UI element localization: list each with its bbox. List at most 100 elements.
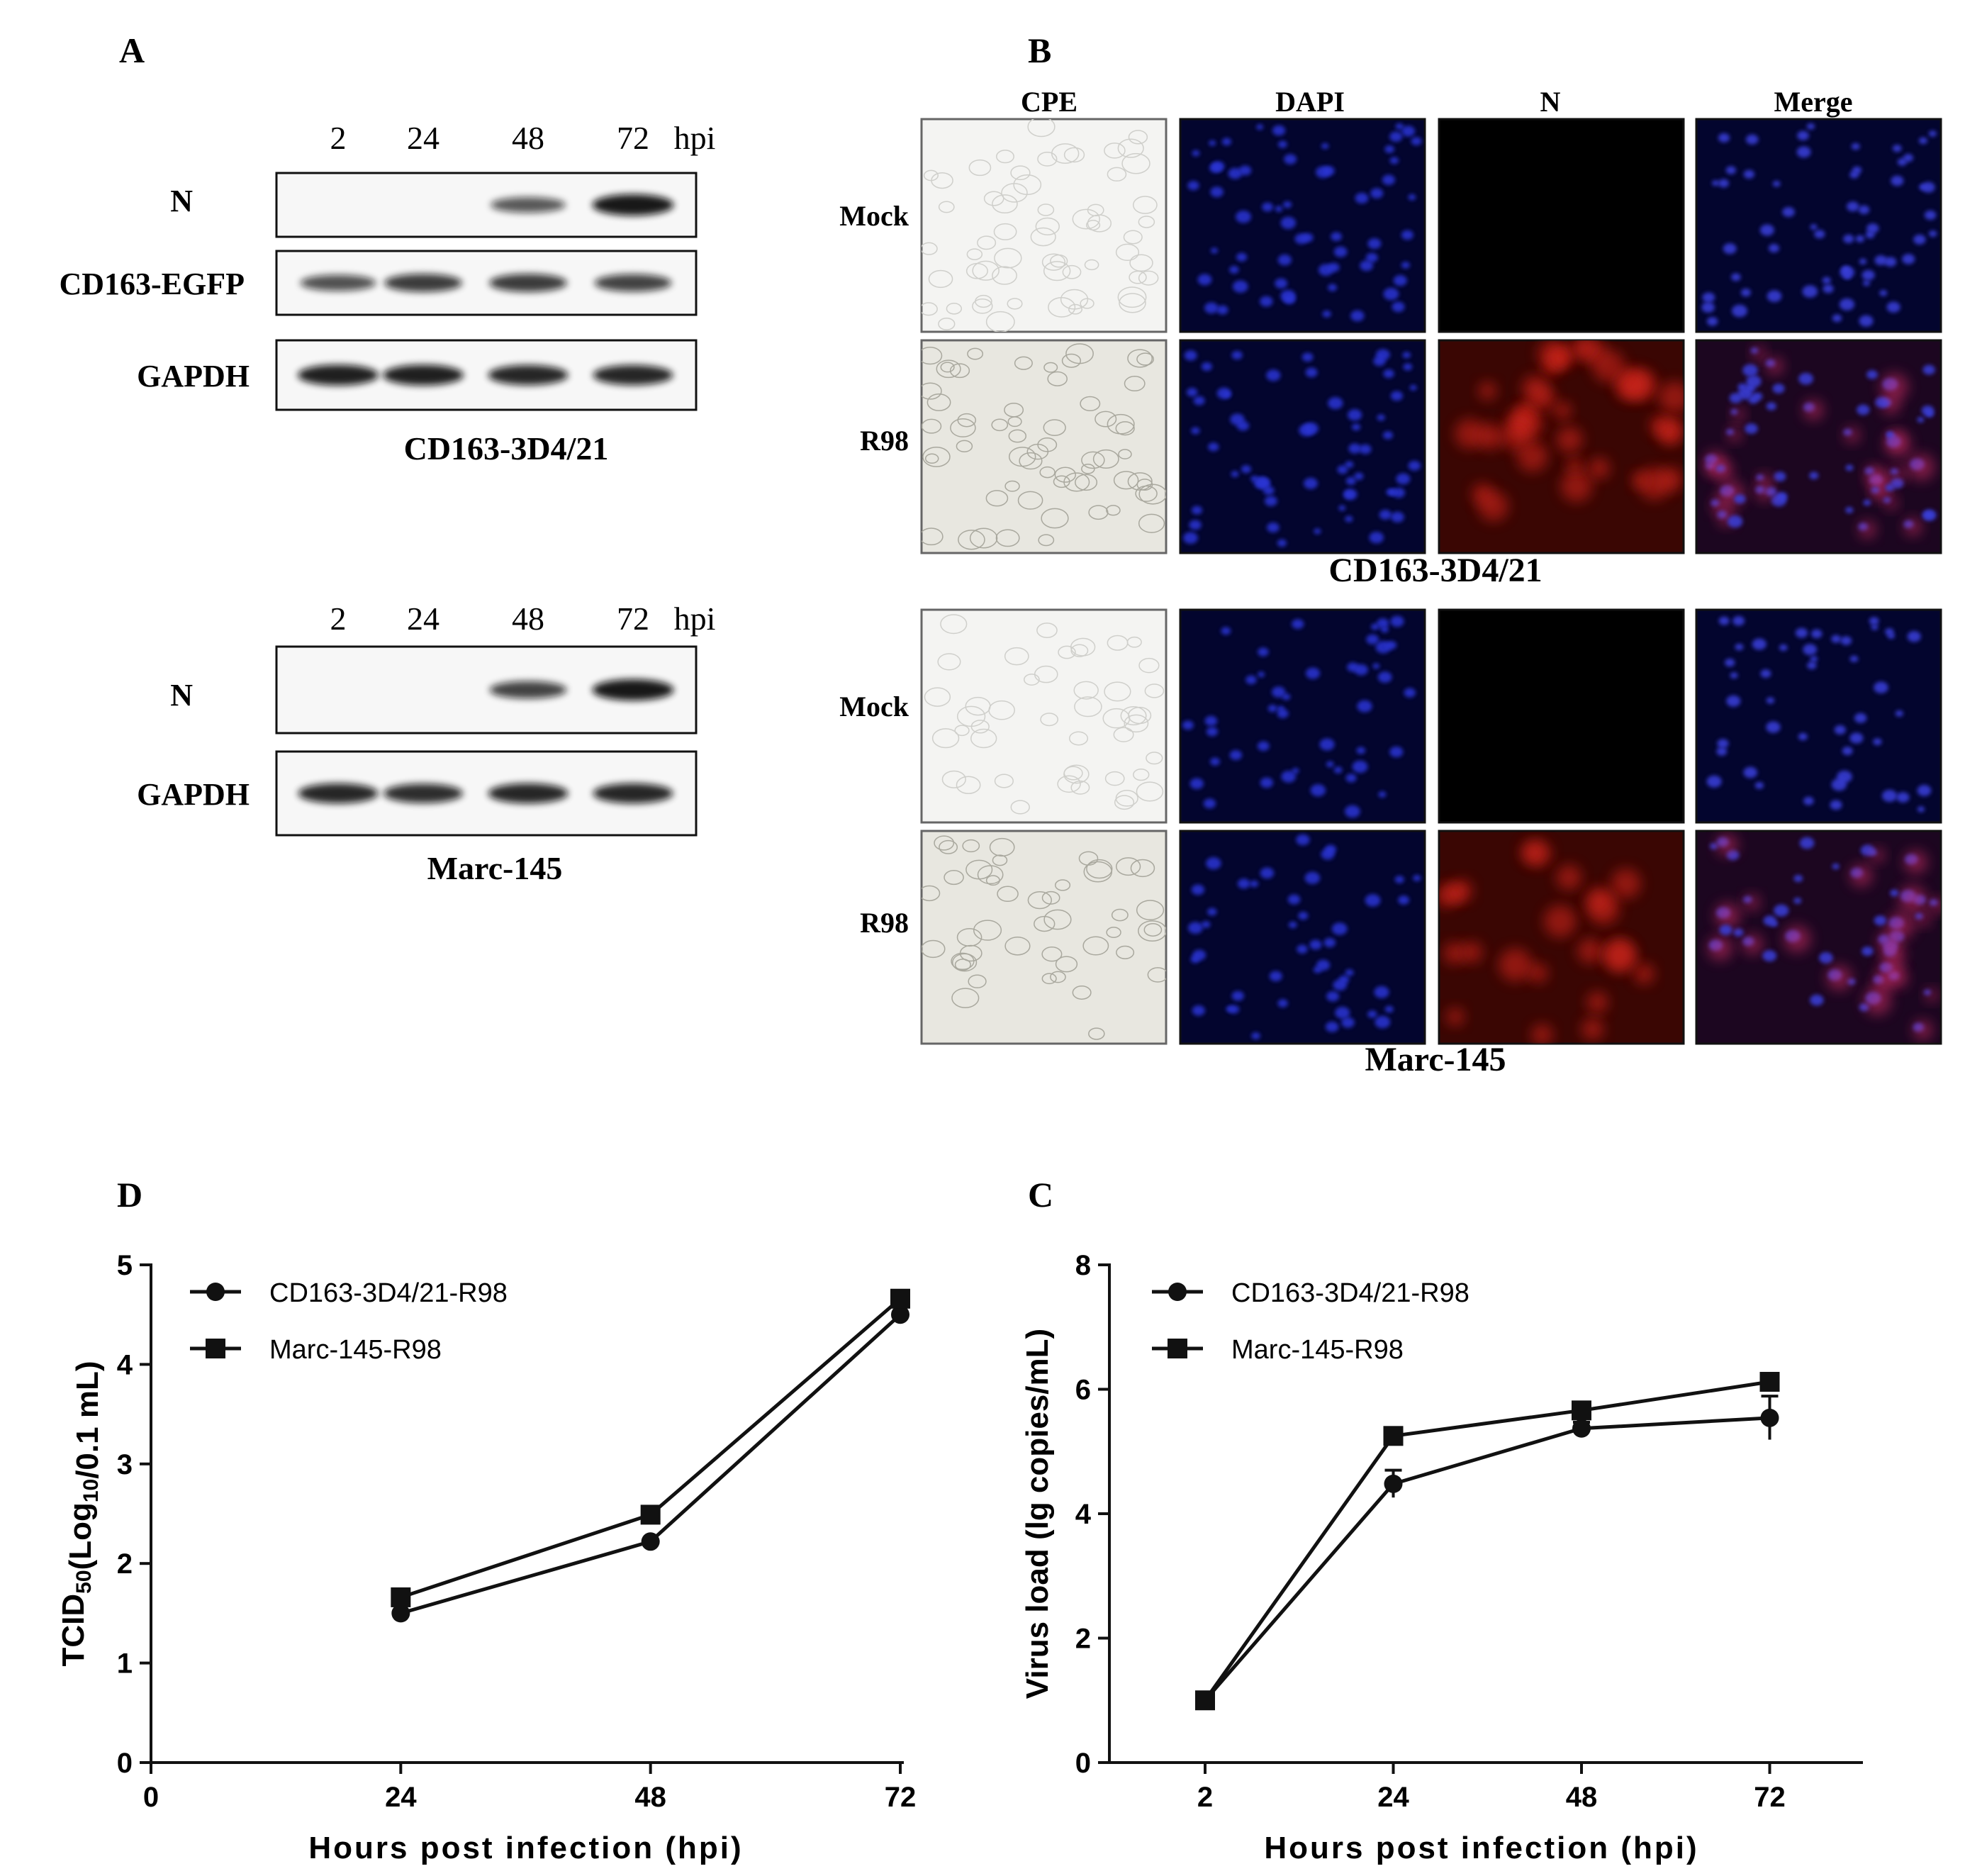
chart-d-y-axis-label: TCID50(Log10/0.1 mL): [56, 1361, 105, 1667]
chart-c-legend-label: CD163-3D4/21-R98: [1231, 1278, 1469, 1308]
column-header-n: N: [1540, 86, 1561, 118]
chart-c-x-axis-label: Hours post infection (hpi): [1264, 1831, 1698, 1865]
micrograph-cpe-row-4: [920, 830, 1168, 1045]
blot2-timepoint-24: 24: [407, 601, 440, 637]
blot1-caption: CD163-3D4/21: [404, 430, 609, 467]
micrograph-cpe-row-2: [920, 339, 1168, 554]
chart-d: 0 1 2 3 4 5 0 24 48 72 Hours post infection (hpi) T…: [56, 1250, 916, 1865]
chart-c-point-marc-145-r98: [1572, 1400, 1591, 1421]
blot2-timepoint-48: 48: [512, 601, 544, 637]
blot2-row-label-gapdh: GAPDH: [137, 777, 250, 812]
chart-d-series-cd163-3d4-21-r98: [391, 1305, 909, 1623]
micrograph-dapi-row-1: [1179, 118, 1426, 333]
chart-c-series-cd163-3d4-21-r98: [1196, 1395, 1779, 1710]
chart-d-ytick-label: 0: [117, 1748, 133, 1779]
column-header-cpe: CPE: [1021, 86, 1077, 118]
group-caption-marc145: Marc-145: [1365, 1041, 1506, 1078]
panel-letter-a: A: [119, 30, 145, 70]
micrograph-cpe-row-1: [920, 118, 1168, 333]
micrograph-n-row-1: [1438, 118, 1685, 333]
micrograph-merge-row-4: [1695, 830, 1942, 1045]
chart-c-xtick-label: 2: [1197, 1782, 1213, 1813]
chart-d-legend-label: Marc-145-R98: [269, 1335, 442, 1365]
chart-d-series-marc-145-r98: [391, 1288, 910, 1607]
micrograph-cpe-row-3: [920, 608, 1168, 824]
chart-d-point-cd163-3d4-21-r98: [891, 1305, 909, 1324]
micrograph-dapi-row-3: [1179, 608, 1426, 824]
blot1-band-cd163-egfp-lane-3: [489, 274, 567, 292]
panel-letter-b: B: [1028, 30, 1051, 70]
chart-d-legend-label: CD163-3D4/21-R98: [269, 1278, 508, 1308]
blot1-band-cd163-egfp-lane-4: [594, 274, 672, 292]
chart-d-x-axis-label: Hours post infection (hpi): [308, 1831, 743, 1865]
blot2-band-gapdh-lane-3: [488, 783, 569, 804]
chart-c-xtick-label: 48: [1566, 1782, 1598, 1813]
column-header-merge: Merge: [1774, 86, 1852, 118]
chart-c-legend-item-marc-145-r98: Marc-145-R98: [1152, 1335, 1404, 1365]
blot1-band-gapdh-lane-1: [298, 364, 379, 386]
blot1-timepoint-2: 2: [330, 120, 347, 156]
chart-d-point-cd163-3d4-21-r98: [641, 1532, 660, 1551]
chart-c-ytick-label: 6: [1075, 1375, 1091, 1406]
micrograph-dapi-row-2: [1179, 339, 1426, 554]
chart-d-ytick-label: 2: [117, 1548, 133, 1580]
chart-c-xtick-label: 72: [1754, 1782, 1786, 1813]
chart-c-point-marc-145-r98: [1383, 1426, 1404, 1446]
micrograph-dapi-row-4: [1179, 830, 1426, 1045]
chart-c-point-cd163-3d4-21-r98: [1384, 1474, 1403, 1493]
chart-c-ytick-label: 2: [1075, 1624, 1091, 1655]
chart-d-xtick-label: 72: [885, 1782, 917, 1813]
chart-d-ytick-label: 3: [117, 1449, 133, 1480]
panel-letter-d: D: [117, 1175, 142, 1215]
panel-letter-c: C: [1028, 1175, 1053, 1215]
blot2-band-gapdh-lane-4: [593, 783, 673, 804]
blot1-band-n-lane-4: [592, 194, 674, 216]
micrograph-n-row-2: [1438, 339, 1685, 554]
panel-b: B CPE DAPI N Merge Mock R98 Mock R98 CD1…: [839, 30, 1942, 1078]
chart-d-point-marc-145-r98: [890, 1288, 910, 1309]
panel-d: D 0 1 2 3 4 5 0 24 48 72 Hours post infection (hpi…: [56, 1175, 916, 1865]
chart-c-xtick-label: 24: [1377, 1782, 1409, 1813]
chart-c-legend-item-cd163-3d4-21-r98: CD163-3D4/21-R98: [1152, 1278, 1469, 1308]
micrograph-merge-row-1: [1695, 118, 1942, 333]
blot2-row-label-n: N: [170, 678, 193, 713]
blot1-row-label-gapdh: GAPDH: [137, 359, 250, 393]
chart-c-ytick-label: 4: [1075, 1499, 1092, 1530]
blot2-caption: Marc-145: [427, 850, 563, 886]
chart-d-ytick-label: 5: [117, 1250, 133, 1281]
blot2-strip-gapdh: [275, 750, 698, 837]
chart-c-point-cd163-3d4-21-r98: [1572, 1419, 1591, 1438]
micrograph-merge-row-2: [1695, 339, 1942, 554]
chart-d-point-cd163-3d4-21-r98: [391, 1604, 410, 1623]
chart-c-line-marc-145-r98: [1203, 1380, 1770, 1702]
blot1-strip-n: [275, 172, 698, 238]
micrograph-n-row-4: [1438, 830, 1685, 1045]
chart-c-ytick-label: 8: [1075, 1250, 1091, 1281]
blot2-strip-n: [275, 645, 698, 735]
chart-d-point-marc-145-r98: [391, 1587, 411, 1607]
chart-c-point-marc-145-r98: [1195, 1690, 1215, 1711]
chart-c-legend-label: Marc-145-R98: [1231, 1335, 1404, 1365]
row-label-r98-1: R98: [860, 425, 909, 457]
micrograph-merge-row-3: [1695, 608, 1942, 824]
blot1-row-label-n: N: [170, 184, 193, 218]
blot1-timepoint-24: 24: [407, 120, 440, 156]
blot2-band-gapdh-lane-1: [298, 783, 379, 804]
chart-d-legend-item-cd163-3d4-21-r98: CD163-3D4/21-R98: [190, 1278, 508, 1308]
column-header-dapi: DAPI: [1275, 86, 1345, 118]
chart-c-point-cd163-3d4-21-r98: [1760, 1408, 1779, 1427]
blot1-strip-gapdh: [275, 339, 698, 411]
blot2-band-n-lane-4: [592, 679, 674, 700]
micrograph-n-row-3: [1438, 608, 1685, 824]
blot1-strip-cd163-egfp: [275, 250, 698, 316]
chart-d-line-cd163-3d4-21-r98: [400, 1313, 902, 1615]
group-caption-cd163: CD163-3D4/21: [1328, 552, 1542, 589]
blot1-timepoint-72: 72: [617, 120, 649, 156]
blot1-unit-hpi: hpi: [674, 120, 716, 156]
blot1-band-gapdh-lane-3: [488, 364, 569, 386]
chart-d-legend-item-marc-145-r98: Marc-145-R98: [190, 1335, 442, 1365]
chart-d-line-marc-145-r98: [400, 1297, 902, 1599]
